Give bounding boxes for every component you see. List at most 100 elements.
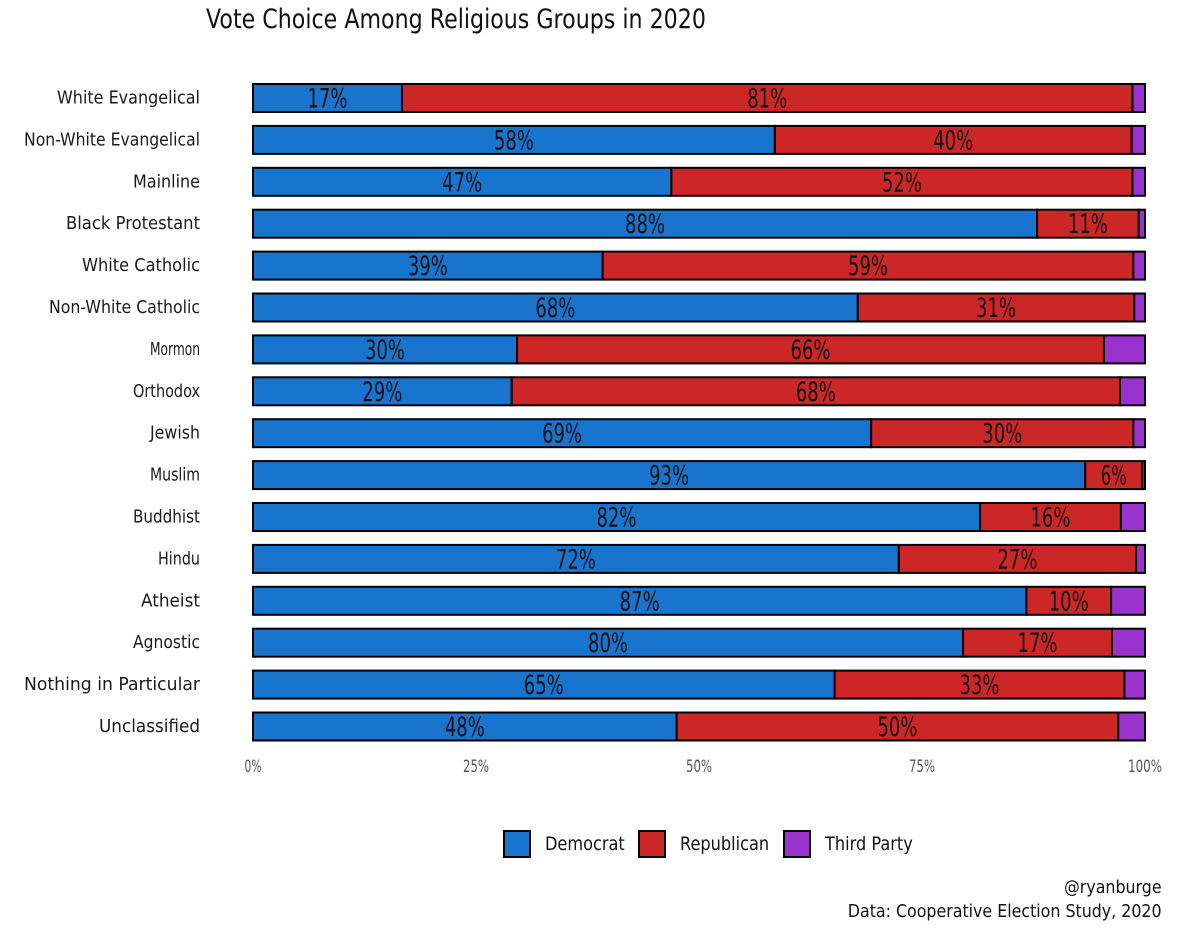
legend-item-democrat: Democrat <box>503 830 639 858</box>
bar-third-party-mainline <box>1131 166 1146 197</box>
bar-value-labels: 17% 81% 58% 40% 47% 52% 88% 11% 39% 59% 68% 31% 30% 6… <box>307 84 1126 744</box>
bar-democrat-unclassified <box>252 711 678 742</box>
bar-republican-mormon <box>516 334 1105 365</box>
value-label-republican-unclassified: 50% <box>877 712 917 743</box>
bar-third-party-white-evangelical <box>1131 83 1146 113</box>
value-label-democrat-orthodox: 29% <box>362 377 402 408</box>
value-label-democrat-hindu: 72% <box>556 544 596 575</box>
bar-third-party-atheist <box>1110 585 1147 616</box>
bar-democrat-atheist <box>252 585 1028 616</box>
value-label-republican-atheist: 10% <box>1049 586 1089 617</box>
bar-third-party-white-catholic <box>1132 250 1147 281</box>
value-label-republican-agnostic: 17% <box>1018 628 1058 659</box>
legend-swatch-third-party <box>783 830 811 858</box>
value-label-democrat-buddhist: 82% <box>596 503 636 534</box>
bar-third-party-orthodox <box>1119 376 1147 407</box>
category-label-white-evangelical: White Evangelical <box>57 88 200 109</box>
legend: Democrat Republican Third Party <box>0 830 1200 862</box>
legend-item-third-party: Third Party <box>783 830 928 858</box>
value-label-republican-white-evangelical: 81% <box>747 84 787 115</box>
value-label-democrat-black-protestant: 88% <box>625 209 665 240</box>
category-label-unclassified: Unclassified <box>99 716 200 737</box>
x-tick-label-0: 0% <box>245 757 262 777</box>
bar-democrat-orthodox <box>252 376 513 407</box>
category-label-jewish: Jewish <box>149 423 200 444</box>
x-tick-label-4: 100% <box>1128 757 1162 777</box>
bar-democrat-white-evangelical <box>252 83 403 113</box>
bar-third-party-mormon <box>1102 334 1147 365</box>
category-label-nothing-in-particular: Nothing in Particular <box>24 674 201 695</box>
bar-republican-hindu <box>897 543 1138 574</box>
category-label-atheist: Atheist <box>141 590 200 611</box>
value-label-republican-orthodox: 68% <box>796 377 836 408</box>
value-label-democrat-white-evangelical: 17% <box>307 84 347 115</box>
bar-republican-white-evangelical <box>400 83 1134 113</box>
bar-republican-white-catholic <box>601 250 1135 281</box>
value-label-democrat-non-white-evangelical: 58% <box>494 125 534 156</box>
value-label-democrat-nothing-in-particular: 65% <box>524 670 564 701</box>
bar-republican-buddhist <box>978 502 1122 532</box>
bar-third-party-jewish <box>1132 418 1147 449</box>
category-label-mormon: Mormon <box>150 339 200 360</box>
value-label-republican-white-catholic: 59% <box>848 251 888 282</box>
bar-republican-mainline <box>670 166 1134 197</box>
category-label-non-white-evangelical: Non-White Evangelical <box>24 129 200 150</box>
bar-republican-black-protestant <box>1036 208 1140 239</box>
category-label-white-catholic: White Catholic <box>82 255 200 276</box>
category-label-agnostic: Agnostic <box>133 632 200 653</box>
bar-third-party-nothing-in-particular <box>1123 669 1147 700</box>
bar-republican-nothing-in-particular <box>833 669 1126 700</box>
category-label-black-protestant: Black Protestant <box>66 213 200 234</box>
bar-republican-atheist <box>1025 585 1113 616</box>
bar-democrat-non-white-evangelical <box>252 124 776 155</box>
value-label-republican-mormon: 66% <box>791 335 831 366</box>
bar-third-party-agnostic <box>1110 627 1146 658</box>
x-tick-label-3: 75% <box>909 757 935 777</box>
bar-third-party-unclassified <box>1117 711 1146 742</box>
category-label-buddhist: Buddhist <box>133 507 200 528</box>
bar-democrat-nothing-in-particular <box>252 669 836 700</box>
legend-item-republican: Republican <box>638 830 785 858</box>
value-label-democrat-jewish: 69% <box>542 419 582 450</box>
bar-third-party-non-white-catholic <box>1133 292 1147 323</box>
stacked-bar-chart: White Evangelical Non-White Evangelical Ma… <box>24 83 1163 777</box>
value-label-democrat-non-white-catholic: 68% <box>535 293 575 324</box>
caption-source: Data: Cooperative Election Study, 2020 <box>848 901 1162 922</box>
value-label-republican-mainline: 52% <box>882 167 922 198</box>
category-label-hindu: Hindu <box>158 548 200 569</box>
bar-third-party-black-protestant <box>1137 208 1146 239</box>
bar-republican-non-white-catholic <box>856 292 1136 323</box>
value-label-democrat-unclassified: 48% <box>445 712 485 743</box>
bar-republican-non-white-evangelical <box>773 124 1133 155</box>
bar-republican-jewish <box>870 418 1135 449</box>
bar-democrat-hindu <box>252 543 900 574</box>
value-label-republican-hindu: 27% <box>997 544 1037 575</box>
caption-author: @ryanburge <box>1064 877 1162 898</box>
bar-democrat-muslim <box>252 460 1087 491</box>
bar-democrat-buddhist <box>252 502 981 532</box>
bars <box>252 83 1147 742</box>
bar-democrat-jewish <box>252 418 873 449</box>
value-label-democrat-white-catholic: 39% <box>408 251 448 282</box>
bar-third-party-hindu <box>1135 543 1146 574</box>
category-label-orthodox: Orthodox <box>133 381 200 402</box>
category-labels: White Evangelical Non-White Evangelical Ma… <box>24 88 201 738</box>
value-label-republican-muslim: 6% <box>1101 461 1127 492</box>
value-label-democrat-mainline: 47% <box>442 167 482 198</box>
value-label-democrat-atheist: 87% <box>620 586 660 617</box>
bar-democrat-mainline <box>252 166 673 197</box>
value-label-republican-buddhist: 16% <box>1030 503 1070 534</box>
category-label-muslim: Muslim <box>150 465 200 486</box>
category-label-mainline: Mainline <box>133 171 200 192</box>
bar-republican-orthodox <box>510 376 1122 407</box>
bar-third-party-muslim <box>1141 460 1146 491</box>
legend-swatch-republican <box>638 830 666 858</box>
legend-label-democrat: Democrat <box>545 833 625 855</box>
legend-swatch-democrat <box>503 830 531 858</box>
x-tick-label-2: 50% <box>686 757 712 777</box>
legend-label-third-party: Third Party <box>825 833 913 855</box>
x-axis-ticks: 0% 25% 50% 75% 100% <box>245 757 1163 777</box>
value-label-republican-non-white-catholic: 31% <box>976 293 1016 324</box>
value-label-republican-black-protestant: 11% <box>1068 209 1108 240</box>
value-label-republican-nothing-in-particular: 33% <box>960 670 1000 701</box>
